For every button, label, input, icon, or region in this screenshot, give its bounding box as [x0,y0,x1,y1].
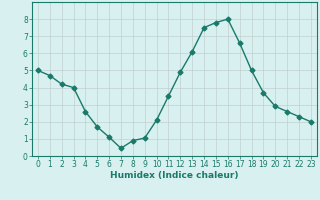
X-axis label: Humidex (Indice chaleur): Humidex (Indice chaleur) [110,171,239,180]
